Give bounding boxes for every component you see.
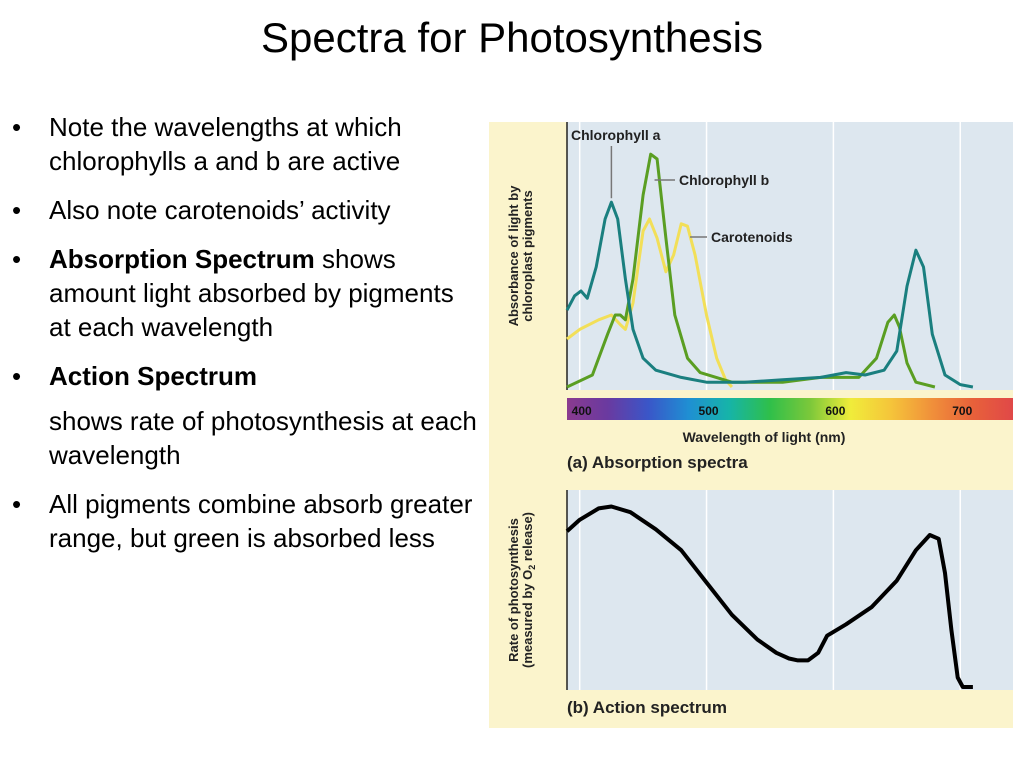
series-labels: Chlorophyll a Chlorophyll b Carotenoids [571,127,793,245]
bullet-text: Also note carotenoids’ activity [49,195,391,225]
tick-label: 400 [572,404,592,418]
tick-label: 700 [952,404,972,418]
absorption-y-axis-label: Absorbance of light bychloroplast pigmen… [506,185,535,327]
bullet-dot: • [12,244,22,274]
wavelength-tick-labels: 400 500 600 700 [572,404,973,418]
bullet-bold-text: Action Spectrum [49,361,258,391]
panel-b-label: (b) Action spectrum [567,698,727,717]
slide-title: Spectra for Photosynthesis [261,14,763,61]
bullet-dot: • [12,195,22,225]
bullet-bold-text: Absorption Spectrum [49,244,315,274]
action-plot-area [567,490,1013,690]
absorption-curves [565,152,974,389]
action-gridlines [578,490,962,690]
bullet-dot: • [12,489,22,519]
bullet-item: • All pigments combine absorb greater ran… [0,487,480,555]
bullet-text: Note the wavelengths at which chlorophyl… [49,112,402,176]
bullet-item: • Absorption Spectrum shows amount light … [0,242,480,344]
absorption-gridlines [578,122,962,390]
bullet-text: shows rate of photosynthesis at each wav… [49,406,477,470]
visible-spectrum-bar [567,398,1013,420]
spectrum-bar [567,398,1013,420]
bullet-dot: • [12,112,22,142]
bullet-item: • Note the wavelengths at which chlorophy… [0,110,480,178]
action-y-axis-label: Rate of photosynthesis(measured by O2 re… [506,512,537,668]
series-label: Carotenoids [711,229,793,245]
series-label: Chlorophyll a [571,127,661,143]
bullet-dot: • [12,361,22,391]
bullet-item: • Also note carotenoids’ activity [0,193,480,227]
x-axis-label: Wavelength of light (nm) [683,429,846,445]
bullet-text: shows amount light absorbed by pigments … [49,244,454,342]
panel-a-label: (a) Absorption spectra [567,453,748,472]
bullet-item: shows rate of photosynthesis at each wav… [0,404,480,472]
bullet-text: All pigments combine absorb greater rang… [49,489,473,553]
tick-label: 600 [825,404,845,418]
absorption-plot-area [567,122,1013,390]
bullet-list: • Note the wavelengths at which chlorophy… [0,110,480,570]
action-curves [565,504,973,689]
series-label: Chlorophyll b [679,172,769,188]
action-spectrum-line [565,504,973,689]
series-line-chlorophyll-b [566,152,936,389]
series-line-carotenoids [566,217,734,388]
series-line-chlorophyll-a [565,200,974,389]
bullet-item: • Action Spectrum [0,359,480,393]
tick-label: 500 [699,404,719,418]
